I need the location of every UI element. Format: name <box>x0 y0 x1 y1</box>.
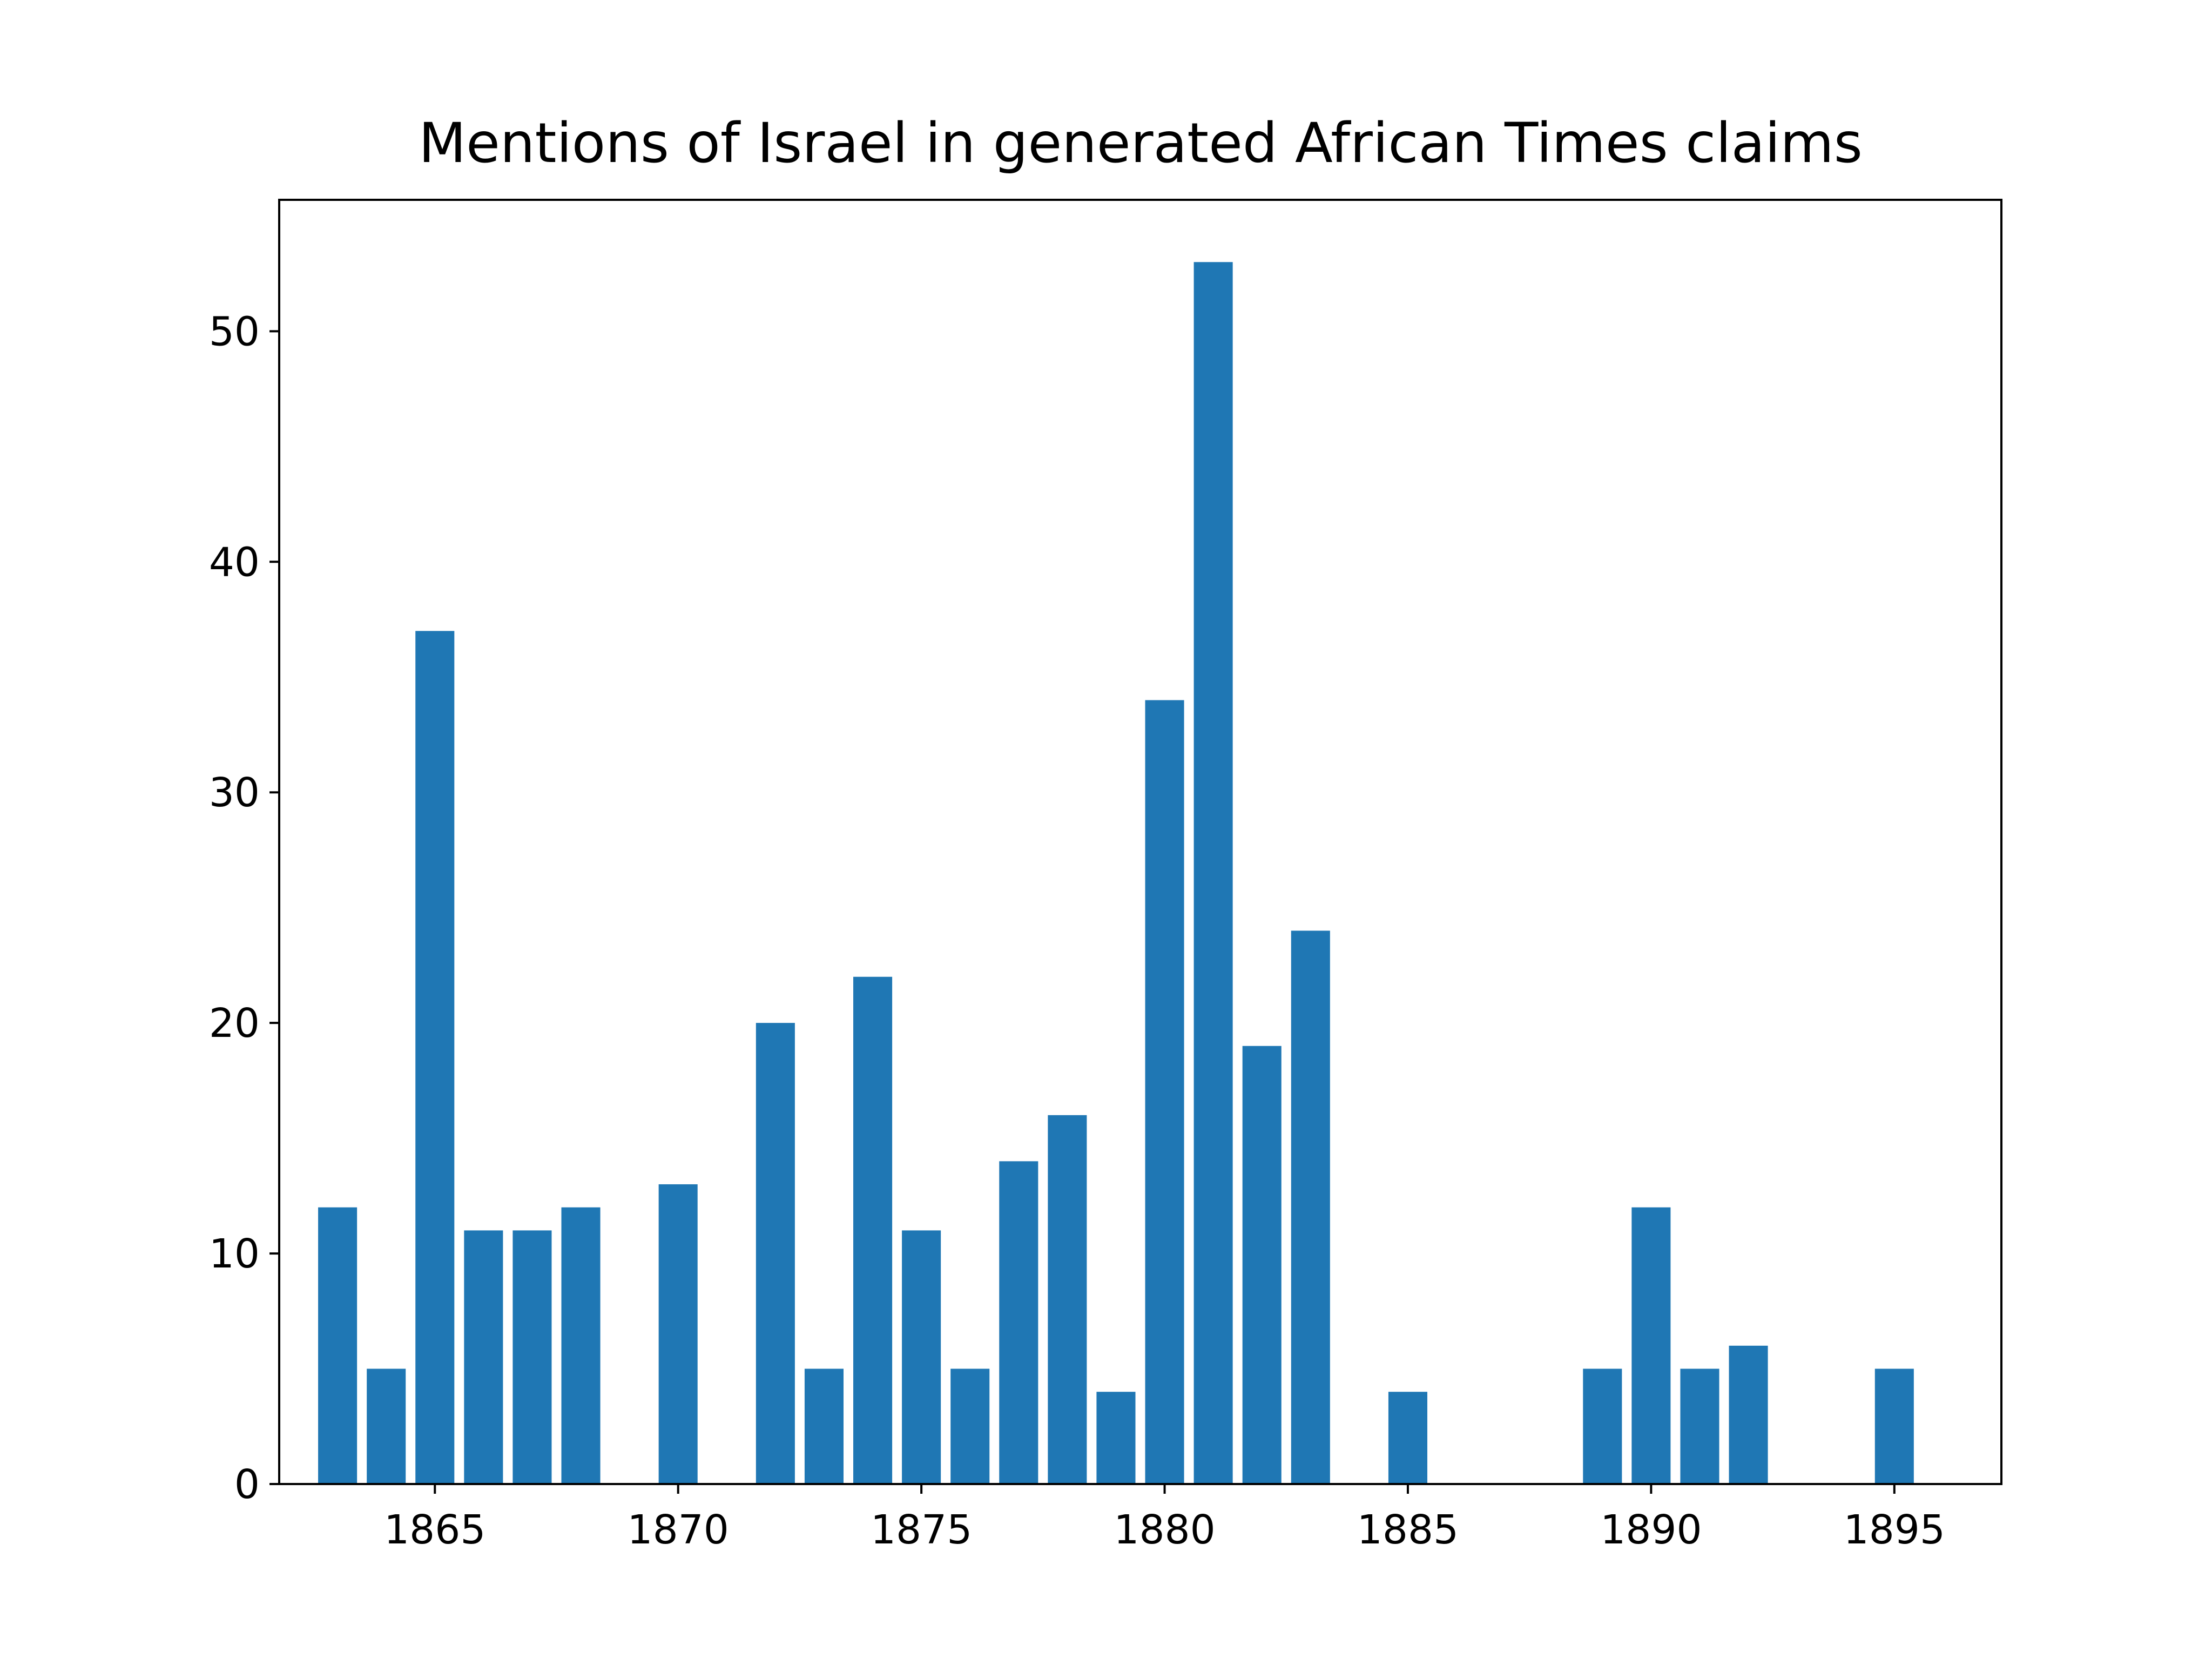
bar-1874 <box>853 976 893 1484</box>
bar-1875 <box>902 1230 941 1484</box>
bar-1867 <box>512 1230 552 1484</box>
bar-1880 <box>1145 700 1184 1484</box>
chart-title: Mentions of Israel in generated African … <box>419 111 1863 176</box>
plot-frame <box>278 199 2002 1485</box>
bars-group <box>318 262 1914 1485</box>
y-tick-label-20: 20 <box>209 1000 260 1047</box>
bar-1883 <box>1291 930 1330 1484</box>
bar-1873 <box>804 1368 844 1484</box>
bar-1872 <box>756 1023 795 1484</box>
bar-1881 <box>1193 262 1233 1485</box>
bar-1865 <box>415 631 455 1484</box>
x-tick-label-1890: 1890 <box>1600 1507 1702 1553</box>
y-tick-label-0: 0 <box>234 1461 260 1508</box>
bar-1878 <box>1048 1115 1087 1484</box>
x-tick-label-1870: 1870 <box>628 1507 729 1553</box>
bar-1891 <box>1680 1368 1719 1484</box>
x-tick-label-1875: 1875 <box>871 1507 972 1553</box>
x-tick-label-1865: 1865 <box>384 1507 485 1553</box>
y-tick-label-40: 40 <box>209 539 260 585</box>
y-tick-label-50: 50 <box>209 308 260 355</box>
x-tick-label-1880: 1880 <box>1114 1507 1215 1553</box>
y-tick-label-10: 10 <box>209 1231 260 1277</box>
bar-1895 <box>1874 1368 1914 1484</box>
bar-1885 <box>1388 1392 1427 1484</box>
bar-1868 <box>561 1207 601 1484</box>
bar-1870 <box>658 1184 698 1484</box>
bar-1882 <box>1242 1046 1282 1484</box>
bar-1877 <box>999 1161 1038 1484</box>
x-tick-label-1895: 1895 <box>1844 1507 1945 1553</box>
bar-1889 <box>1583 1368 1622 1484</box>
y-tick-label-30: 30 <box>209 770 260 816</box>
bar-1863 <box>318 1207 358 1484</box>
x-axis: 1865 1870 1875 1880 1885 1890 1895 <box>384 1484 1945 1553</box>
bar-1892 <box>1729 1345 1768 1484</box>
x-tick-label-1885: 1885 <box>1357 1507 1459 1553</box>
bar-1864 <box>367 1368 406 1484</box>
bar-1876 <box>950 1368 990 1484</box>
bar-1890 <box>1631 1207 1671 1484</box>
bar-1879 <box>1096 1392 1136 1484</box>
bar-1866 <box>464 1230 503 1484</box>
y-axis: 0 10 20 30 40 50 <box>209 308 279 1508</box>
